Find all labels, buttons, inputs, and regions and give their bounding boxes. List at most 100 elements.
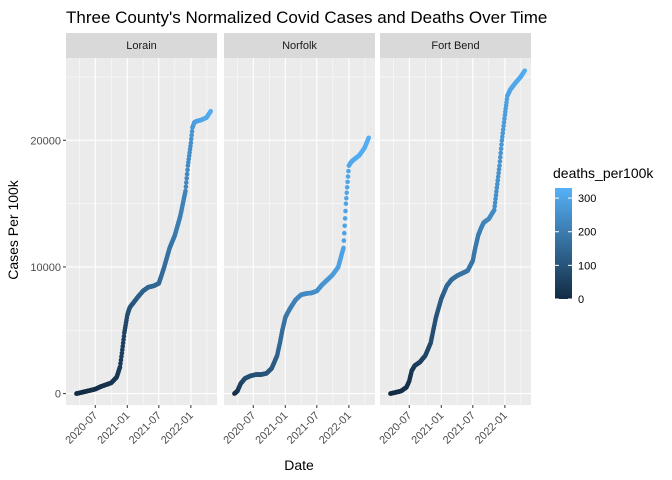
data-point	[495, 174, 501, 180]
facet-strip	[380, 33, 531, 58]
facet-strip	[66, 33, 217, 58]
data-point	[183, 180, 189, 185]
data-point	[208, 108, 214, 114]
data-point	[500, 134, 505, 139]
data-point	[341, 230, 347, 236]
legend-tick-label: 100	[578, 260, 596, 272]
x-tick-label: 2020-07	[63, 410, 100, 447]
data-point	[493, 192, 499, 198]
data-point	[491, 207, 497, 213]
data-point	[344, 190, 350, 196]
facet-strip-label: Fort Bend	[431, 40, 479, 52]
data-point	[496, 167, 502, 172]
data-points	[388, 68, 528, 396]
data-point	[494, 189, 499, 194]
facet-strip-label: Lorain	[126, 40, 157, 52]
legend-title: deaths_per100k	[553, 165, 654, 181]
x-tick-label: 2021-01	[95, 410, 132, 447]
data-point	[366, 135, 372, 141]
data-point	[494, 185, 500, 191]
data-point	[189, 132, 194, 138]
data-point	[522, 68, 528, 73]
y-tick-label: 10000	[30, 262, 61, 274]
data-point	[498, 146, 504, 152]
data-point	[501, 119, 507, 125]
color-legend: deaths_per100k 0 100 200 300	[553, 165, 654, 306]
data-point	[184, 176, 189, 181]
x-tick-label: 2021-01	[409, 410, 446, 447]
facet-strip	[224, 33, 375, 58]
data-point	[492, 203, 497, 209]
data-point	[500, 127, 506, 132]
data-point	[499, 138, 505, 143]
x-tick-label: 2022-01	[159, 410, 196, 447]
data-point	[121, 337, 126, 342]
panel-background	[380, 58, 531, 405]
x-tick-label: 2021-07	[127, 410, 164, 447]
data-point	[119, 350, 125, 356]
data-point	[500, 130, 506, 136]
data-point	[498, 150, 504, 156]
data-point	[492, 200, 498, 205]
data-point	[119, 354, 124, 359]
facet-strip-label: Norfolk	[282, 40, 317, 52]
data-point	[343, 208, 348, 214]
x-tick-label: 2022-01	[473, 410, 510, 447]
data-point	[493, 196, 498, 202]
data-point	[497, 163, 502, 168]
data-point	[497, 154, 503, 160]
x-tick-label: 2022-01	[317, 410, 354, 447]
data-point	[184, 171, 190, 177]
panel-background	[224, 58, 375, 405]
x-tick-label: 2021-07	[285, 410, 322, 447]
y-axis-title: Cases Per 100k	[5, 179, 21, 280]
data-point	[343, 201, 349, 206]
data-point	[502, 116, 507, 121]
data-point	[345, 179, 350, 185]
data-point	[118, 357, 124, 363]
y-tick-label: 20000	[30, 135, 61, 147]
chart-title: Three County's Normalized Covid Cases an…	[66, 8, 547, 27]
legend-tick-label: 0	[578, 294, 584, 306]
data-point	[118, 361, 123, 366]
data-points	[232, 135, 372, 396]
data-point	[341, 238, 347, 243]
data-point	[120, 344, 126, 349]
legend-tick-label: 200	[578, 227, 596, 239]
data-point	[344, 195, 349, 201]
y-axis: 0 10000 20000	[30, 135, 66, 401]
data-point	[120, 340, 126, 346]
data-point	[346, 168, 351, 174]
data-point	[188, 136, 194, 142]
data-point	[495, 178, 501, 183]
x-tick-label: 2020-07	[221, 410, 258, 447]
data-point	[495, 181, 500, 187]
x-tick-label: 2021-01	[253, 410, 290, 447]
data-point	[120, 347, 125, 353]
data-point	[345, 174, 351, 179]
facet-panels: Lorain2020-072021-012021-072022-01Norfol…	[63, 33, 531, 447]
data-points	[74, 108, 214, 396]
x-tick-label: 2020-07	[377, 410, 414, 447]
legend-tick-label: 300	[578, 193, 596, 205]
data-point	[342, 216, 348, 221]
data-point	[496, 170, 501, 176]
y-tick-label: 0	[55, 389, 61, 401]
data-point	[188, 140, 194, 146]
x-axis-title: Date	[284, 457, 314, 473]
data-point	[341, 245, 346, 251]
data-point	[499, 142, 504, 147]
data-point	[342, 223, 348, 229]
data-point	[344, 185, 350, 190]
data-point	[497, 159, 503, 164]
data-point	[185, 167, 190, 173]
data-point	[183, 188, 188, 194]
data-point	[183, 184, 189, 190]
data-point	[121, 333, 127, 339]
legend-colorbar	[555, 188, 572, 299]
data-point	[189, 129, 195, 134]
